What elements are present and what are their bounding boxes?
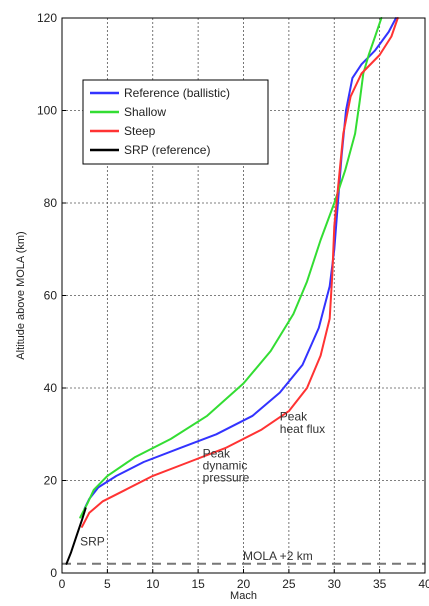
series-line-reference-ballistic [83, 17, 397, 510]
y-tick-label: 120 [37, 11, 57, 25]
y-tick-label: 40 [44, 381, 58, 395]
y-tick-label: 60 [44, 289, 58, 303]
series-line-shallow [79, 17, 383, 519]
y-tick-label: 20 [44, 474, 58, 488]
x-tick-label: 25 [282, 577, 296, 591]
x-tick-label: 30 [328, 577, 342, 591]
annotation-text: pressure [203, 470, 250, 484]
x-tick-label: 40 [418, 577, 429, 591]
legend-label: Reference (ballistic) [124, 86, 230, 100]
x-tick-label: 0 [59, 577, 66, 591]
legend-label: Shallow [124, 105, 166, 119]
x-tick-label: 15 [191, 577, 205, 591]
series-line-srp-reference [65, 507, 87, 565]
reference-line-group: MOLA +2 km [62, 549, 425, 565]
x-tick-label: 10 [146, 577, 160, 591]
annotation-text: Peak [203, 446, 231, 460]
y-tick-label: 100 [37, 104, 57, 118]
legend-label: Steep [124, 124, 156, 138]
x-axis-label: Mach [230, 590, 257, 602]
y-tick-label: 0 [50, 566, 57, 580]
annotation-text: heat flux [280, 422, 325, 436]
x-tick-label: 5 [104, 577, 111, 591]
x-tick-label: 20 [237, 577, 251, 591]
legend-label: SRP (reference) [124, 143, 210, 157]
y-tick-labels: 0 20 40 60 80 100 120 [37, 11, 66, 580]
x-tick-label: 35 [373, 577, 387, 591]
y-axis-label: Altitude above MOLA (km) [15, 231, 27, 359]
x-tick-labels: 0 5 10 15 20 25 30 35 40 [59, 569, 429, 591]
series-line-steep [81, 17, 399, 528]
mola-reference-label: MOLA +2 km [243, 549, 313, 563]
annotation-text: SRP [80, 534, 105, 548]
y-tick-label: 80 [44, 196, 58, 210]
annotation-text: Peak [280, 409, 308, 423]
annotation-text: dynamic [203, 458, 248, 472]
series-group [65, 17, 399, 565]
legend: Reference (ballistic) Shallow Steep SRP (re… [82, 79, 269, 165]
